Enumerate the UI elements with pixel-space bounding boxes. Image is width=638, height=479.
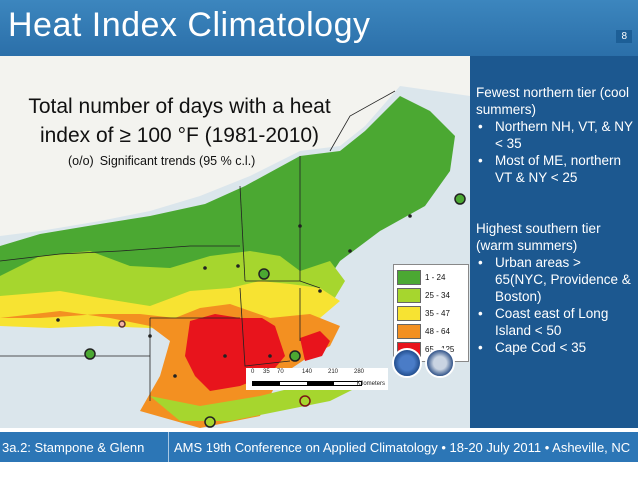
legend-swatch [397,305,421,321]
trend-marker [84,348,96,360]
station-dot [348,249,352,253]
scale-tick: 210 [328,369,339,375]
legend-swatch [397,323,421,339]
significance-note: (o/o) Significant trends (95 % c.l.) [68,154,255,168]
scale-unit: Kilometers [356,381,385,387]
region-red-boston [300,331,330,361]
trend-marker [204,416,216,428]
legend-label: 35 - 47 [425,308,450,318]
bullet-item: Cape Cod < 35 [476,339,636,356]
scale-tick: 140 [302,369,313,375]
significance-text: Significant trends (95 % c.l.) [99,154,256,168]
station-dot [203,266,207,270]
state-borders [0,90,396,401]
southern-heading: Highest southern tier (warm summers) [476,221,601,253]
agency-seal-icon [425,348,455,378]
trend-marker [299,395,311,407]
page-number: 8 [616,30,632,43]
scale-ticks: 0 35 70 140 210 280 [246,368,388,379]
region-map-graphic [0,56,470,428]
trend-marker [118,320,126,328]
region-green [0,96,455,311]
scale-tick: 35 [263,369,270,375]
southern-block: Highest southern tier (warm summers) Urb… [476,220,636,356]
canada-area [0,56,470,236]
footer-bar: 3a.2: Stampone & Glenn AMS 19th Conferen… [0,432,638,462]
scale-bar: 0 35 70 140 210 280 Kilometers [246,368,388,390]
northern-bullets: Northern NH, VT, & NY < 35 Most of ME, n… [476,118,636,186]
station-dot [223,354,227,358]
scale-line [252,381,362,386]
scale-tick: 70 [277,369,284,375]
slide-title: Heat Index Climatology [8,6,371,44]
bullet-item: Coast east of Long Island < 50 [476,305,636,339]
bullet-item: Urban areas > 65(NYC, Providence & Bosto… [476,254,636,305]
northern-heading: Fewest northern tier (cool summers) [476,85,630,117]
slide-body: Total number of days with a heat index o… [0,56,638,428]
bullet-item: Most of ME, northern VT & NY < 25 [476,152,636,186]
scale-tick: 0 [251,369,255,375]
bullet-item: Northern NH, VT, & NY < 35 [476,118,636,152]
station-dot [148,334,152,338]
station-dot [268,354,272,358]
station-dot [298,224,302,228]
legend-swatch [397,269,421,285]
station-dot [56,318,60,322]
heat-index-map: Total number of days with a heat index o… [0,56,470,428]
legend-item: 48 - 64 [397,322,465,340]
scale-tick: 280 [354,369,365,375]
station-dot [408,214,412,218]
trend-marker [289,350,301,362]
trend-marker [258,268,270,280]
footer-conference: AMS 19th Conference on Applied Climatolo… [174,440,631,455]
trend-marker [454,193,466,205]
map-heading: Total number of days with a heat index o… [28,95,331,147]
legend-label: 48 - 64 [425,326,450,336]
legend-item: 25 - 34 [397,286,465,304]
legend-item: 1 - 24 [397,268,465,286]
station-dot [236,264,240,268]
side-notes: Fewest northern tier (cool summers) Nort… [476,84,636,356]
station-dot [173,374,177,378]
station-dot [318,289,322,293]
title-bar: Heat Index Climatology 8 [0,0,638,56]
noaa-seal-icon [392,348,422,378]
legend-label: 25 - 34 [425,290,450,300]
trend-markers [56,193,466,428]
footer: 3a.2: Stampone & Glenn AMS 19th Conferen… [0,428,638,479]
legend-label: 1 - 24 [425,272,446,282]
legend-swatch [397,287,421,303]
significance-symbols: (o/o) [68,154,94,168]
footer-session: 3a.2: Stampone & Glenn [2,440,145,455]
southern-bullets: Urban areas > 65(NYC, Providence & Bosto… [476,254,636,356]
legend-item: 35 - 47 [397,304,465,322]
footer-divider [168,432,169,462]
